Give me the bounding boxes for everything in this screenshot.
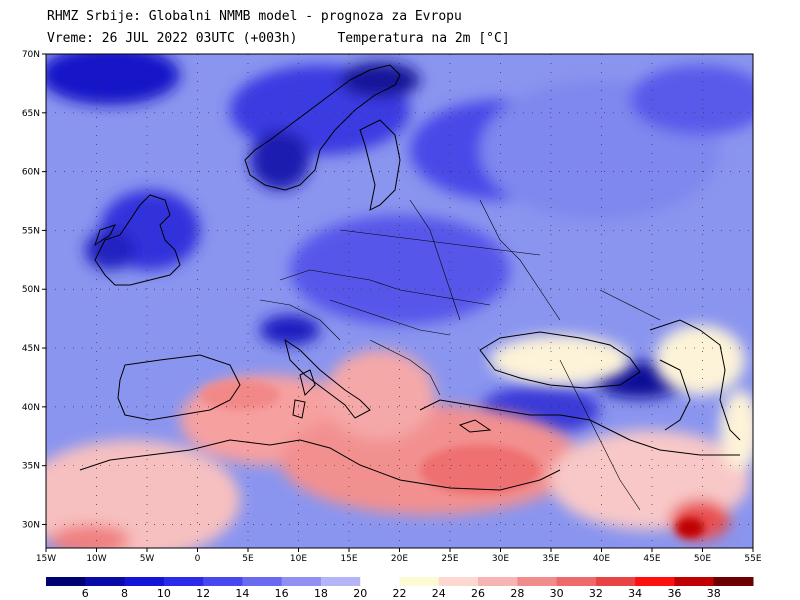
lat-tick-label: 30N: [22, 520, 40, 530]
hotspots: [200, 380, 704, 538]
legend-boxes: [46, 577, 754, 586]
legend-label: 12: [196, 587, 210, 600]
lon-tick-label: 20E: [391, 554, 408, 564]
legend-label: 34: [628, 587, 642, 600]
lon-tick-label: 45E: [643, 554, 660, 564]
legend-color-box: [713, 577, 754, 586]
legend-label: 14: [235, 587, 249, 600]
legend-color-box: [399, 577, 440, 586]
legend-color-box: [85, 577, 126, 586]
map-field: [46, 54, 753, 548]
chart-subtitle: Vreme: 26 JUL 2022 03UTC (+003h) Temperat…: [47, 31, 510, 46]
parameter-label: Temperatura na 2m [°C]: [337, 31, 510, 46]
legend-color-box: [635, 577, 675, 586]
legend-color-box: [517, 577, 558, 586]
legend-color-box: [46, 577, 86, 586]
lon-tick-label: 10E: [290, 554, 307, 564]
legend-label: 38: [707, 587, 721, 600]
lat-tick-label: 70N: [22, 50, 40, 60]
lon-tick-label: 25E: [441, 554, 458, 564]
lat-tick-label: 45N: [22, 344, 40, 354]
legend-color-box: [674, 577, 715, 586]
legend-label: 26: [471, 587, 485, 600]
legend-color-box: [478, 577, 518, 586]
lon-tick-label: 35E: [542, 554, 559, 564]
lat-tick-label: 65N: [22, 109, 40, 119]
legend-label: 30: [550, 587, 564, 600]
axis-ticks: 15W 10W 5W 0 5E 10E 15E 20E 25E 30E 35E 40E 45E 50E 55…: [22, 50, 762, 564]
coastlines: [79, 64, 741, 491]
legend-labels: 6 8 10 12 14 16 18 20 22 24 26 28 30 32 34 36 38: [82, 587, 721, 600]
legend-color-box: [281, 577, 322, 586]
lat-tick-label: 60N: [22, 168, 40, 178]
lon-tick-label: 5E: [242, 554, 254, 564]
valid-time: Vreme: 26 JUL 2022 03UTC (+003h): [47, 31, 298, 46]
legend-color-box: [438, 577, 479, 586]
cold-areas: [46, 54, 753, 435]
lon-tick-label: 10W: [86, 554, 106, 564]
legend-label: 8: [121, 587, 128, 600]
lon-tick-label: 15W: [36, 554, 56, 564]
legend-label: 36: [667, 587, 681, 600]
legend-color-box: [320, 577, 361, 586]
legend-label: 24: [432, 587, 446, 600]
chart-title: RHMZ Srbije: Globalni NMMB model - progn…: [47, 9, 462, 24]
lon-tick-label: 0: [195, 554, 201, 564]
legend-color-box: [124, 577, 165, 586]
legend-label: 28: [510, 587, 524, 600]
country-borders: [259, 199, 661, 511]
legend-color-box: [163, 577, 204, 586]
legend-color-box: [242, 577, 283, 586]
legend-color-box: [203, 577, 243, 586]
lat-tick-label: 35N: [22, 462, 40, 472]
legend-label: 16: [275, 587, 289, 600]
legend-label: 20: [353, 587, 367, 600]
lon-tick-label: 50E: [694, 554, 711, 564]
lat-tick-label: 55N: [22, 226, 40, 236]
legend-label: 6: [82, 587, 89, 600]
legend-label: 32: [589, 587, 603, 600]
legend-label: 18: [314, 587, 328, 600]
lon-tick-label: 30E: [492, 554, 509, 564]
lon-tick-label: 15E: [340, 554, 357, 564]
legend-label: 22: [393, 587, 407, 600]
lat-tick-label: 40N: [22, 403, 40, 413]
lon-tick-label: 5W: [140, 554, 155, 564]
lon-tick-label: 40E: [593, 554, 610, 564]
legend-color-box: [556, 577, 597, 586]
legend-color-box: [595, 577, 636, 586]
legend-color-box: [360, 577, 400, 586]
gridlines: [46, 54, 753, 548]
lon-tick-label: 55E: [744, 554, 761, 564]
lat-tick-label: 50N: [22, 285, 40, 295]
legend-label: 10: [157, 587, 171, 600]
